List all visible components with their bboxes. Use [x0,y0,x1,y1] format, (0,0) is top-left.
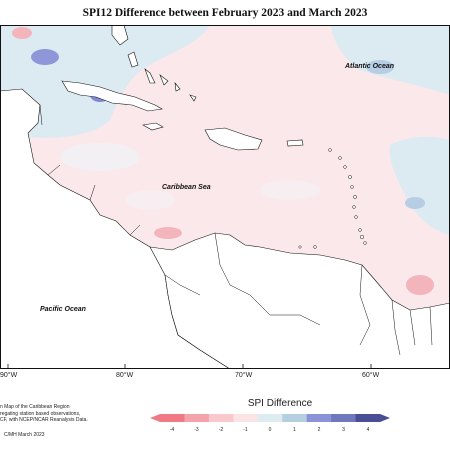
legend-swatch [257,414,283,422]
south-america [149,232,450,369]
legend-tick-label: 1 [293,427,296,433]
legend-swatch [208,414,234,422]
legend-tick-label: -3 [194,427,199,433]
legend-title: SPI Difference [247,398,313,409]
credits-line-2: regating station based observations, [0,410,81,417]
blue-region-atlantic [389,136,450,235]
legend-swatch [355,414,381,422]
legend-tick-label: 4 [367,427,370,433]
legend-swatch [282,414,307,422]
pacific-ocean-label: Pacific Ocean [40,306,86,313]
map-title: SPI12 Difference between February 2023 a… [82,7,368,19]
puerto-rico [286,139,304,147]
legend-tick-label: 2 [318,427,321,433]
legend-swatch [331,414,356,422]
land-masses [0,25,450,369]
cuba [61,80,163,112]
legend-swatch [306,414,332,422]
blue-region-northeast [330,25,450,95]
legend-arrow-right [380,414,390,422]
legend-swatch [184,414,210,422]
credits-line-1: n Map of the Caribbean Region [0,404,70,410]
legend-tick-label: 0 [269,427,272,433]
jamaica [142,122,164,131]
lon-label-90w: 90°W [0,372,18,379]
legend-swatch [233,414,259,422]
legend-tick-label: -1 [243,427,248,433]
blue-spot-gulf [31,49,59,65]
lon-label-70w: 70°W [235,372,253,379]
atlantic-ocean-label: Atlantic Ocean [345,63,395,70]
legend-tick-label: -2 [219,427,224,433]
lon-label-60w: 60°W [362,372,380,379]
lon-label-80w: 80°W [116,372,134,379]
legend-swatch [160,414,185,422]
map-credits: n Map of the Caribbean Region regating s… [0,404,88,424]
credits-line-3: CF, with NCEP/NCAR Reanalysis Data. [0,417,88,424]
legend-tick-label: -4 [170,427,175,433]
hispaniola [204,127,263,151]
lesser-antilles [298,148,367,249]
color-legend: -4 -3 -2 -1 0 1 2 3 4 [150,411,400,435]
legend-tick-label: 3 [342,427,345,433]
spi-difference-map [0,25,450,369]
caribbean-sea-label: Caribbean Sea [162,184,211,191]
legend-arrow-left [150,414,160,422]
copyright-text: C/MH March 2023 [4,432,45,438]
